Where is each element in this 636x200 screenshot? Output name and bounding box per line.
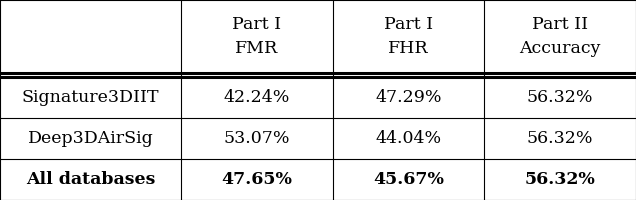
Text: Deep3DAirSig: Deep3DAirSig bbox=[28, 130, 153, 147]
Text: All databases: All databases bbox=[26, 171, 155, 188]
Text: 53.07%: 53.07% bbox=[224, 130, 290, 147]
Text: 56.32%: 56.32% bbox=[527, 130, 593, 147]
Text: Part I
FHR: Part I FHR bbox=[384, 16, 433, 57]
Text: Signature3DIIT: Signature3DIIT bbox=[22, 89, 160, 106]
Text: 56.32%: 56.32% bbox=[525, 171, 595, 188]
Text: 56.32%: 56.32% bbox=[527, 89, 593, 106]
Text: Part I
FMR: Part I FMR bbox=[232, 16, 282, 57]
Text: 47.65%: 47.65% bbox=[221, 171, 293, 188]
Text: 45.67%: 45.67% bbox=[373, 171, 444, 188]
Text: 47.29%: 47.29% bbox=[375, 89, 441, 106]
Text: 42.24%: 42.24% bbox=[224, 89, 290, 106]
Text: Part II
Accuracy: Part II Accuracy bbox=[519, 16, 601, 57]
Text: 44.04%: 44.04% bbox=[375, 130, 441, 147]
